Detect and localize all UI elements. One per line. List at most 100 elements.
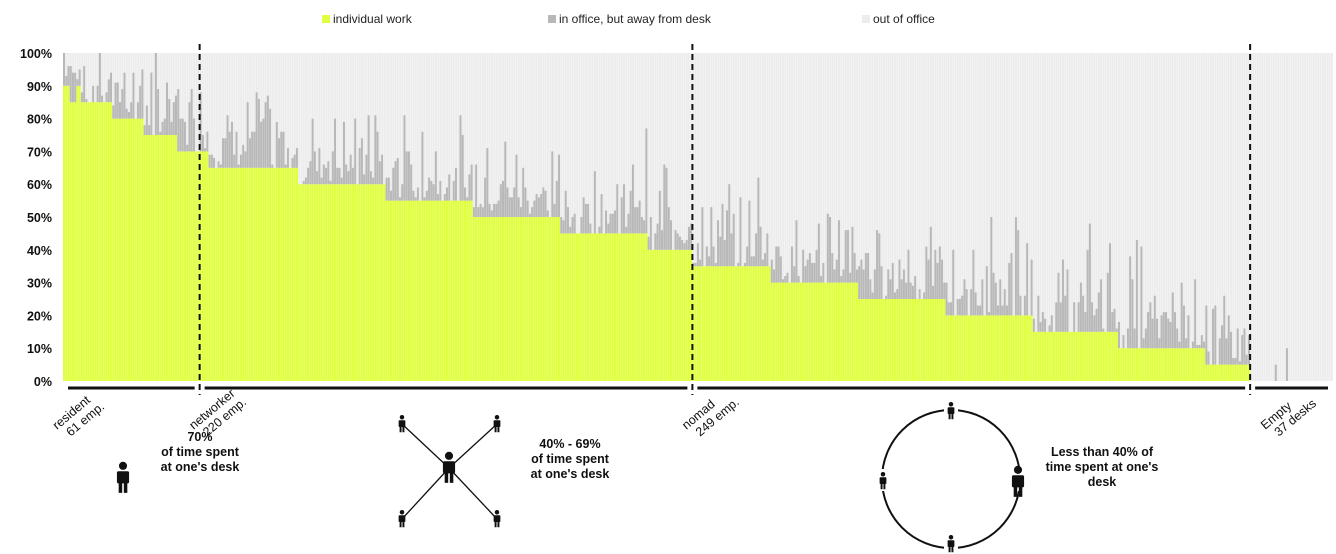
bar-segment-individual-work — [1048, 331, 1051, 381]
bar-segment-individual-work — [356, 184, 359, 381]
bar-segment-individual-work — [439, 200, 442, 381]
bar-segment-away-from-desk — [667, 207, 671, 250]
bar-resident — [166, 53, 169, 381]
bar-segment-individual-work — [262, 167, 265, 381]
bar-segment-individual-work — [909, 299, 912, 381]
bar-segment-individual-work — [331, 184, 335, 381]
bar-segment-individual-work — [705, 266, 709, 381]
bar-segment-individual-work — [1138, 348, 1141, 381]
bar-segment-individual-work — [900, 299, 903, 381]
bar-segment-away-from-desk — [598, 226, 601, 234]
bar-segment-individual-work — [721, 266, 724, 381]
bar-segment-away-from-desk — [472, 207, 476, 217]
bar-segment-individual-work — [1088, 331, 1092, 381]
bar-segment-away-from-desk — [1111, 312, 1114, 332]
bar-nomad — [1236, 53, 1240, 381]
bar-segment-individual-work — [1129, 348, 1132, 381]
bar-segment-individual-work — [1196, 348, 1199, 381]
bar-segment-away-from-desk — [1187, 315, 1190, 349]
bar-segment-away-from-desk — [367, 115, 370, 185]
bar-segment-away-from-desk — [130, 102, 133, 119]
bar-segment-individual-work — [226, 167, 229, 381]
bar-segment-individual-work — [448, 200, 451, 381]
bar-segment-individual-work — [143, 135, 146, 381]
bar-segment-away-from-desk — [1245, 354, 1248, 365]
bar-segment-away-from-desk — [390, 190, 393, 201]
bar-resident — [67, 53, 70, 382]
bar-segment-individual-work — [461, 200, 464, 381]
bar-segment-away-from-desk — [253, 131, 256, 168]
bar-segment-away-from-desk — [1102, 328, 1105, 332]
bar-segment-away-from-desk — [943, 282, 946, 299]
bar-segment-individual-work — [199, 151, 202, 381]
bar-segment-individual-work — [949, 315, 953, 381]
bar-segment-individual-work — [179, 151, 182, 381]
bar-segment-away-from-desk — [1247, 335, 1251, 365]
networker-description-line-2: of time spent — [531, 452, 609, 466]
bar-segment-away-from-desk — [1171, 292, 1174, 349]
bar-segment-individual-work — [596, 233, 599, 381]
bar-segment-individual-work — [533, 217, 536, 381]
bar-segment-individual-work — [575, 233, 579, 381]
bar-segment-individual-work — [674, 249, 677, 381]
bar-segment-individual-work — [141, 118, 144, 381]
bar-segment-individual-work — [304, 184, 308, 381]
bar-segment-away-from-desk — [224, 138, 227, 168]
bar-segment-individual-work — [271, 167, 274, 381]
bar-segment-away-from-desk — [139, 85, 142, 119]
bar-segment-individual-work — [1160, 348, 1163, 381]
bar-segment-away-from-desk — [528, 213, 532, 217]
bar-segment-individual-work — [1187, 348, 1190, 381]
bar-segment-individual-work — [1120, 348, 1123, 381]
bar-segment-individual-work — [997, 315, 1000, 381]
bar-segment-individual-work — [1236, 364, 1239, 381]
bar-segment-individual-work — [273, 167, 276, 381]
bar-segment-away-from-desk — [981, 279, 984, 316]
bar-segment-individual-work — [313, 184, 317, 381]
bar-segment-away-from-desk — [412, 190, 415, 201]
bar-segment-individual-work — [1247, 364, 1251, 381]
bar-segment-away-from-desk — [835, 259, 838, 283]
bar-segment-away-from-desk — [708, 256, 711, 267]
bar-segment-away-from-desk — [168, 98, 171, 135]
bar-segment-individual-work — [275, 167, 279, 381]
bar-segment-individual-work — [824, 282, 827, 381]
bar-segment-away-from-desk — [251, 131, 254, 168]
bar-segment-individual-work — [690, 249, 693, 381]
bar-segment-individual-work — [1133, 348, 1136, 381]
bar-segment-individual-work — [472, 217, 476, 381]
bar-segment-away-from-desk — [1147, 312, 1150, 349]
bar-segment-away-from-desk — [1221, 325, 1224, 365]
bar-segment-away-from-desk — [454, 167, 458, 201]
bar-resident — [174, 53, 178, 381]
bar-segment-away-from-desk — [923, 292, 926, 299]
bar-segment-individual-work — [1086, 331, 1089, 381]
bar-segment-away-from-desk — [858, 266, 861, 299]
bar-segment-away-from-desk — [1149, 302, 1152, 349]
bar-segment-individual-work — [591, 233, 594, 381]
bar-segment-individual-work — [614, 233, 617, 381]
bar-segment-individual-work — [1073, 331, 1076, 381]
bar-segment-individual-work — [918, 299, 921, 381]
bar-nomad — [1238, 53, 1242, 381]
bar-segment-individual-work — [1124, 348, 1127, 381]
bar-segment-individual-work — [795, 282, 798, 381]
bar-segment-away-from-desk — [692, 262, 695, 267]
bar-segment-individual-work — [790, 282, 794, 381]
bar-segment-away-from-desk — [466, 197, 469, 201]
bar-segment-away-from-desk — [831, 253, 834, 283]
bar-segment-away-from-desk — [696, 243, 700, 267]
bar-segment-away-from-desk — [634, 207, 637, 234]
bar-segment-individual-work — [844, 282, 847, 381]
bar-segment-away-from-desk — [535, 194, 538, 217]
bar-segment-individual-work — [515, 217, 518, 381]
bar-segment-individual-work — [1026, 315, 1029, 381]
bar-segment-individual-work — [390, 200, 393, 381]
bar-nomad — [1120, 53, 1123, 381]
bar-segment-individual-work — [206, 151, 209, 381]
bar-segment-away-from-desk — [853, 253, 856, 283]
bar-segment-away-from-desk — [262, 118, 265, 168]
bar-segment-individual-work — [871, 299, 874, 381]
bar-segment-individual-work — [152, 135, 155, 381]
bar-segment-individual-work — [582, 233, 585, 381]
